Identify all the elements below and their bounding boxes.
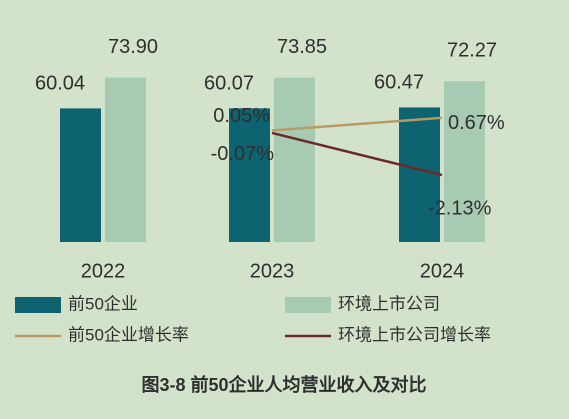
legend-label: 前50企业增长率: [68, 325, 189, 344]
legend-swatch: [285, 297, 331, 313]
legend-label: 前50企业: [68, 294, 138, 313]
line-value-label: 0.05%: [213, 105, 270, 127]
bar-value-label: 73.85: [277, 36, 327, 58]
bar-value-label: 60.47: [374, 72, 424, 94]
x-tick-label: 2022: [81, 260, 126, 282]
bar: [444, 81, 485, 242]
x-tick-label: 2024: [420, 260, 465, 282]
bar-value-label: 60.07: [204, 73, 254, 95]
bar: [399, 107, 440, 242]
line-value-label: 0.67%: [448, 112, 505, 134]
line: [271, 131, 443, 177]
line: [271, 116, 443, 132]
legend-label: 环境上市公司: [338, 294, 440, 313]
bar: [229, 108, 270, 242]
legend-swatch: [15, 297, 61, 313]
bar-value-label: 72.27: [447, 39, 497, 61]
bar-value-label: 73.90: [108, 36, 158, 58]
bar-value-label: 60.04: [35, 73, 85, 95]
bar: [105, 77, 146, 242]
bar: [274, 77, 315, 242]
line-value-label: -0.07%: [211, 143, 275, 165]
bar: [60, 108, 101, 242]
legend-label: 环境上市公司增长率: [338, 325, 491, 344]
line-value-label: -2.13%: [428, 197, 492, 219]
chart-title: 图3-8 前50企业人均营业收入及对比: [141, 374, 426, 395]
x-tick-label: 2023: [250, 260, 295, 282]
